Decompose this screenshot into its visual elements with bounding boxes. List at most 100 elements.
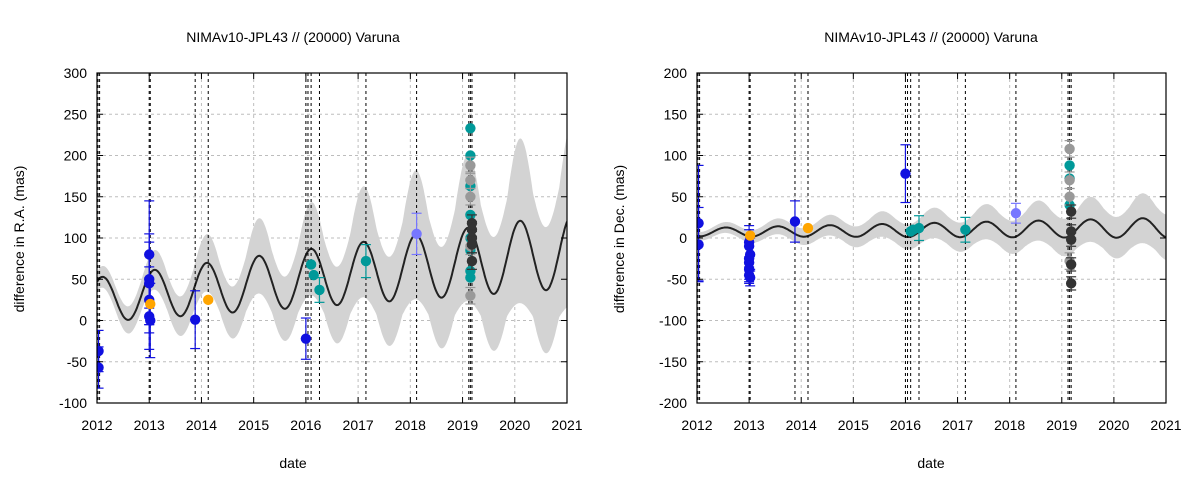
- data-point: [960, 224, 971, 235]
- x-tick-label: 2016: [290, 417, 321, 433]
- y-tick-label: -100: [59, 395, 87, 411]
- data-point: [145, 315, 156, 326]
- y-tick-label: 200: [64, 148, 88, 164]
- data-series: [1065, 204, 1077, 291]
- data-point: [1065, 234, 1077, 245]
- data-series: [1010, 202, 1022, 224]
- x-tick-label: 2021: [1150, 417, 1181, 433]
- model-uncertainty-band: [697, 193, 1166, 260]
- data-series: [145, 294, 214, 310]
- data-point: [308, 269, 319, 281]
- model-uncertainty-band: [97, 136, 567, 354]
- x-tick-label: 2018: [994, 417, 1025, 433]
- data-series: [744, 222, 814, 241]
- data-point: [697, 239, 704, 250]
- data-point: [466, 239, 478, 250]
- data-point: [465, 160, 476, 171]
- y-axis-label: difference in Dec. (mas): [611, 165, 627, 313]
- data-point: [314, 284, 325, 296]
- y-tick-label: 150: [64, 189, 88, 205]
- ra-residual-chart: NIMAv10-JPL43 // (20000) Varuna date dif…: [11, 29, 583, 471]
- y-tick-label: 150: [664, 106, 688, 122]
- data-point: [189, 314, 201, 325]
- data-point: [465, 191, 476, 202]
- data-point: [465, 150, 476, 161]
- data-point: [789, 216, 801, 227]
- x-tick-label: 2017: [942, 417, 973, 433]
- y-tick-label: -50: [667, 271, 687, 287]
- data-point: [913, 222, 925, 234]
- x-tick-label: 2015: [238, 417, 269, 433]
- y-tick-label: 50: [671, 189, 687, 205]
- data-point: [411, 228, 422, 240]
- data-point: [1065, 278, 1077, 289]
- data-point: [1064, 191, 1075, 202]
- data-point: [744, 272, 756, 283]
- plot-area: [97, 73, 567, 403]
- x-axis-label: date: [917, 455, 944, 471]
- data-point: [466, 255, 478, 267]
- data-point: [465, 123, 476, 134]
- data-point: [465, 272, 476, 283]
- data-point: [360, 255, 372, 267]
- model-curve: [697, 217, 1166, 239]
- data-point: [1064, 160, 1075, 171]
- data-point: [305, 259, 317, 270]
- data-point: [97, 362, 104, 373]
- data-point: [744, 249, 756, 260]
- x-axis-label: date: [279, 455, 306, 471]
- y-tick-label: -150: [659, 354, 687, 370]
- y-tick-label: -50: [67, 354, 87, 370]
- plot-area: [697, 73, 1166, 403]
- y-tick-label: 300: [64, 65, 88, 81]
- x-tick-label: 2013: [134, 417, 165, 433]
- data-series: [466, 214, 478, 270]
- x-tick-label: 2020: [499, 417, 530, 433]
- dec-residual-chart: NIMAv10-JPL43 // (20000) Varuna date dif…: [611, 29, 1182, 471]
- y-axis-label: difference in R.A. (mas): [11, 166, 27, 313]
- data-point: [145, 298, 156, 310]
- y-tick-label: 100: [64, 230, 88, 246]
- x-tick-label: 2020: [1098, 417, 1129, 433]
- data-series: [465, 156, 476, 305]
- data-point: [1064, 175, 1075, 186]
- x-tick-label: 2012: [81, 417, 112, 433]
- y-tick-label: -100: [659, 313, 687, 329]
- y-tick-label: 100: [664, 148, 688, 164]
- x-tick-label: 2014: [786, 417, 817, 433]
- model-curve: [97, 219, 567, 321]
- data-point: [203, 294, 214, 306]
- y-tick-label: 0: [679, 230, 687, 246]
- x-tick-label: 2021: [551, 417, 582, 433]
- y-tick-label: 200: [664, 65, 688, 81]
- x-tick-label: 2016: [890, 417, 921, 433]
- x-tick-label: 2012: [681, 417, 712, 433]
- x-tick-label: 2019: [1046, 417, 1077, 433]
- data-point: [744, 230, 756, 241]
- data-point: [1064, 143, 1075, 155]
- x-tick-label: 2019: [447, 417, 478, 433]
- chart-title: NIMAv10-JPL43 // (20000) Varuna: [824, 29, 1038, 45]
- data-series: [697, 144, 911, 287]
- chart-title: NIMAv10-JPL43 // (20000) Varuna: [186, 29, 400, 45]
- data-series: [305, 123, 476, 303]
- x-tick-label: 2017: [343, 417, 374, 433]
- x-tick-label: 2013: [734, 417, 765, 433]
- x-tick-label: 2014: [186, 417, 217, 433]
- y-tick-label: -200: [659, 395, 687, 411]
- data-point: [300, 333, 312, 344]
- x-tick-label: 2018: [395, 417, 426, 433]
- data-point: [900, 168, 911, 179]
- x-tick-label: 2015: [838, 417, 869, 433]
- y-tick-label: 250: [64, 106, 88, 122]
- data-point: [465, 290, 476, 301]
- data-point: [1065, 259, 1077, 270]
- data-point: [1065, 206, 1077, 217]
- y-tick-label: 0: [79, 313, 87, 329]
- data-point: [802, 222, 814, 234]
- y-tick-label: 50: [71, 271, 87, 287]
- data-point: [1010, 208, 1022, 219]
- data-series: [411, 212, 422, 256]
- data-point: [1065, 226, 1077, 237]
